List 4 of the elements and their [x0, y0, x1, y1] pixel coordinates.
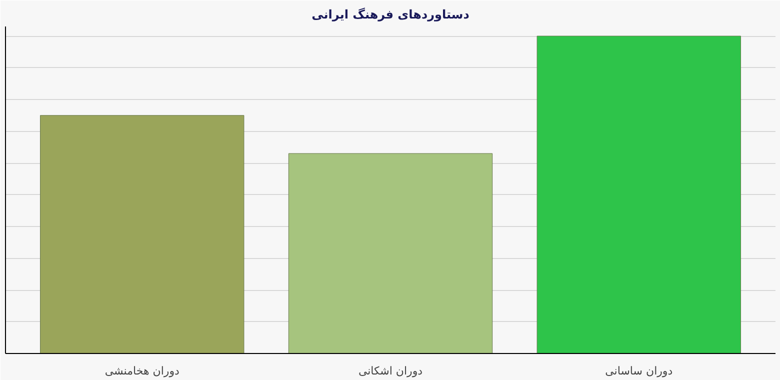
- x-tick-label: دوران اشکانی: [358, 364, 423, 378]
- x-tick-label: دوران ساسانی: [605, 364, 673, 378]
- chart-title: دستاوردهای فرهنگ ایرانی: [312, 8, 470, 22]
- x-tick-label: دوران هخامنشی: [104, 364, 180, 378]
